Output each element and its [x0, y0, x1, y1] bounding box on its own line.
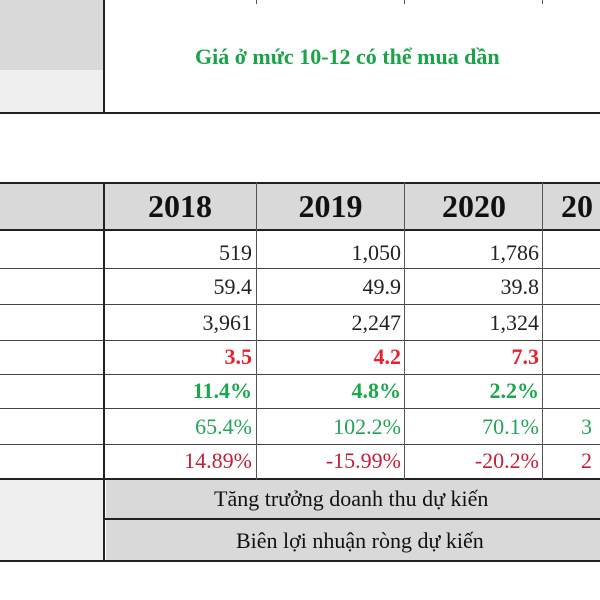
- year-header-2020: 2020: [405, 184, 543, 230]
- table-row: 14.89% -15.99% -20.2% 2: [184, 448, 592, 473]
- table-row: 59.4 49.9 39.8: [213, 274, 540, 299]
- year-header-2018: 2018: [104, 184, 256, 230]
- footer-row-revenue-growth: Tăng trưởng doanh thu dự kiến: [106, 480, 600, 518]
- note-text: Giá ở mức 10-12 có thể mua dần: [195, 44, 500, 69]
- header-label-cell: [0, 184, 104, 230]
- top-label-cell-upper: [0, 0, 104, 70]
- footer-row-net-margin: Biên lợi nhuận ròng dự kiến: [106, 520, 600, 560]
- table-row: 3.5 4.2 7.3: [224, 344, 540, 369]
- year-header-2019: 2019: [256, 184, 405, 230]
- table-row: 519 1,050 1,786: [219, 240, 539, 265]
- table-row: 65.4% 102.2% 70.1% 3: [195, 414, 592, 439]
- year-header-2021-partial: 20: [543, 184, 600, 230]
- table-row: 11.4% 4.8% 2.2%: [192, 378, 539, 403]
- top-bottom-border: [0, 112, 600, 114]
- footer-label-cell: [0, 480, 104, 560]
- table-row: 3,961 2,247 1,324: [202, 310, 540, 335]
- top-divider-vertical: [103, 0, 105, 114]
- top-label-cell-lower: [0, 70, 104, 112]
